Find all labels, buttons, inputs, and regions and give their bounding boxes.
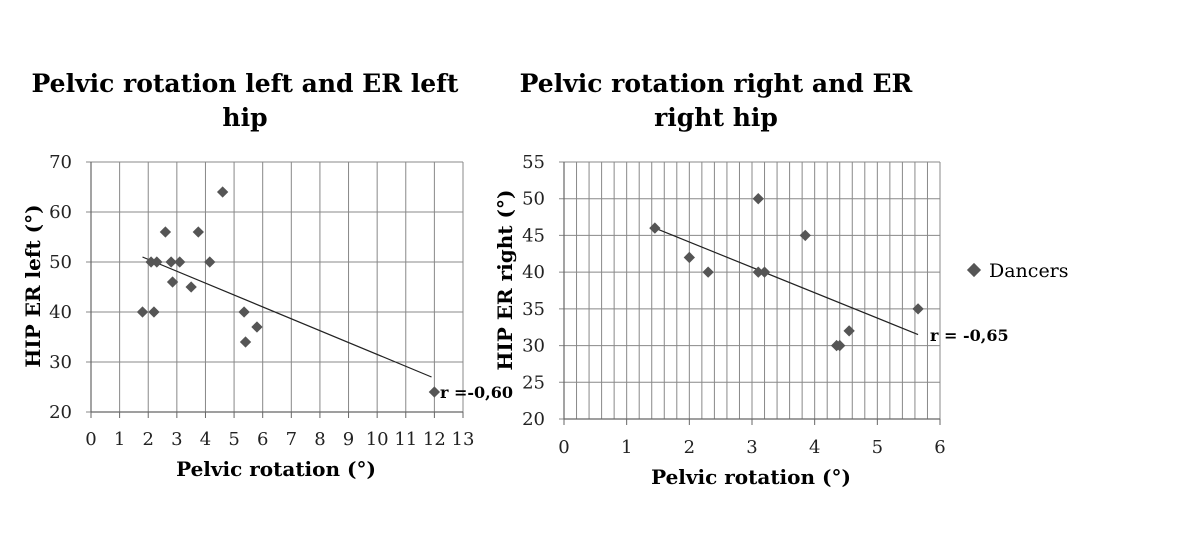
chart-left-data-point — [145, 256, 157, 268]
chart-left-data-point — [174, 256, 186, 268]
chart-left-title-line-1: Pelvic rotation left and ER left — [32, 69, 459, 98]
chart-left-points — [136, 186, 441, 398]
chart-right-data-point — [843, 325, 855, 337]
chart-left-data-point — [151, 256, 163, 268]
chart-left-title-line-2: hip — [222, 103, 267, 132]
chart-left-x-tick-label: 7 — [286, 429, 297, 450]
chart-left-data-point — [239, 336, 252, 348]
chart-right-x-tick-label: 6 — [934, 437, 945, 458]
chart-left-data-point — [204, 256, 216, 268]
legend-marker-icon — [966, 262, 982, 278]
chart-left-x-tick-label: 2 — [143, 429, 154, 450]
chart-left-x-ticks: 0 1 2 3 4 5 6 7 8 9 10 11 12 13 — [85, 429, 474, 450]
chart-right-x-tick-label: 3 — [746, 437, 757, 458]
chart-left-y-tick-label: 30 — [49, 352, 72, 373]
chart-left-data-point — [165, 256, 177, 268]
chart-left-data-point — [185, 281, 197, 293]
chart-right-y-tick-label: 30 — [522, 336, 545, 357]
chart-right-y-tick-label: 45 — [522, 225, 545, 246]
chart-right-gridlines — [559, 161, 941, 425]
chart-left-x-tick-label: 4 — [200, 429, 211, 450]
chart-right-data-point — [758, 266, 771, 278]
chart-left-y-axis-title: HIP ER left (°) — [21, 204, 45, 367]
chart-left-x-tick-label: 9 — [343, 429, 354, 450]
chart-left-r-annotation: r =-0,60 — [440, 383, 513, 402]
chart-right-x-tick-label: 4 — [809, 437, 820, 458]
chart-left-trendline-group — [142, 256, 432, 378]
chart-left-data-point — [159, 226, 172, 238]
legend-label: Dancers — [989, 260, 1069, 282]
chart-right-x-tick-label: 5 — [872, 437, 883, 458]
chart-left-data-point — [251, 321, 263, 333]
chart-left-x-tick-label: 0 — [85, 429, 96, 450]
chart-left-y-tick-label: 20 — [49, 402, 72, 423]
chart-left-data-point — [216, 186, 229, 198]
chart-left-data-point — [166, 276, 179, 288]
chart-right-y-tick-label: 55 — [522, 152, 545, 173]
chart-left-x-tick-label: 5 — [228, 429, 239, 450]
chart-right-trendline-group — [654, 227, 919, 336]
chart-right-title-line-1: Pelvic rotation right and ER — [520, 69, 913, 98]
chart-left-x-tick-label: 6 — [257, 429, 268, 450]
chart-left-trendline — [142, 256, 432, 378]
chart-right-data-point — [752, 193, 764, 205]
chart-right-y-tick-label: 50 — [522, 189, 545, 210]
chart-right-data-point — [702, 266, 714, 278]
chart-left-gridlines — [86, 161, 464, 418]
chart-right-x-axis-title: Pelvic rotation (°) — [651, 465, 851, 489]
chart-right-y-axis-title: HIP ER right (°) — [493, 190, 517, 371]
chart-left-data-point — [238, 306, 250, 318]
chart-right-data-point — [912, 303, 924, 315]
chart-left-x-tick-label: 12 — [423, 429, 446, 450]
chart-left-y-tick-label: 70 — [49, 152, 72, 173]
chart-left-x-tick-label: 13 — [452, 429, 475, 450]
chart-left-y-ticks: 20 30 40 50 60 70 — [49, 152, 72, 423]
chart-left-x-axis-title: Pelvic rotation (°) — [176, 457, 376, 481]
chart-right-data-point — [834, 339, 846, 352]
chart-right-data-point — [799, 229, 811, 242]
chart-right-title-line-2: right hip — [654, 103, 778, 132]
chart-left-x-tick-label: 8 — [314, 429, 325, 450]
chart-left-x-tick-label: 10 — [366, 429, 389, 450]
chart-right-y-ticks: 20 25 30 35 40 45 50 55 — [522, 152, 545, 430]
chart-right-y-tick-label: 20 — [522, 409, 545, 430]
chart-left-y-tick-label: 40 — [49, 302, 72, 323]
chart-right-r-annotation: r = -0,65 — [930, 326, 1009, 345]
chart-right-data-point — [683, 251, 695, 264]
chart-right-x-tick-label: 1 — [621, 437, 632, 458]
chart-right-x-tick-label: 2 — [684, 437, 695, 458]
chart-left-data-point — [148, 306, 160, 318]
chart-left-x-tick-label: 11 — [394, 429, 417, 450]
chart-right-data-point — [649, 222, 661, 234]
chart-left-x-tick-label: 3 — [171, 429, 182, 450]
legend: Dancers — [966, 260, 1069, 282]
chart-right-x-ticks: 0 1 2 3 4 5 6 — [558, 437, 945, 458]
chart-left-data-point — [136, 306, 149, 318]
chart-left-data-point — [192, 226, 204, 238]
chart-right-y-tick-label: 40 — [522, 262, 545, 283]
chart-left-data-point — [428, 386, 441, 398]
chart-left-x-tick-label: 1 — [114, 429, 125, 450]
chart-right-points — [649, 193, 924, 352]
chart-right-x-tick-label: 0 — [558, 437, 569, 458]
chart-left-y-tick-label: 50 — [49, 252, 72, 273]
chart-right-y-tick-label: 25 — [522, 372, 545, 393]
chart-right-y-tick-label: 35 — [522, 299, 545, 320]
chart-right-trendline — [654, 227, 919, 336]
chart-left-y-tick-label: 60 — [49, 202, 72, 223]
chart-right-data-point — [752, 266, 764, 278]
chart-right: Pelvic rotation right and ER right hip 0… — [493, 69, 1009, 489]
